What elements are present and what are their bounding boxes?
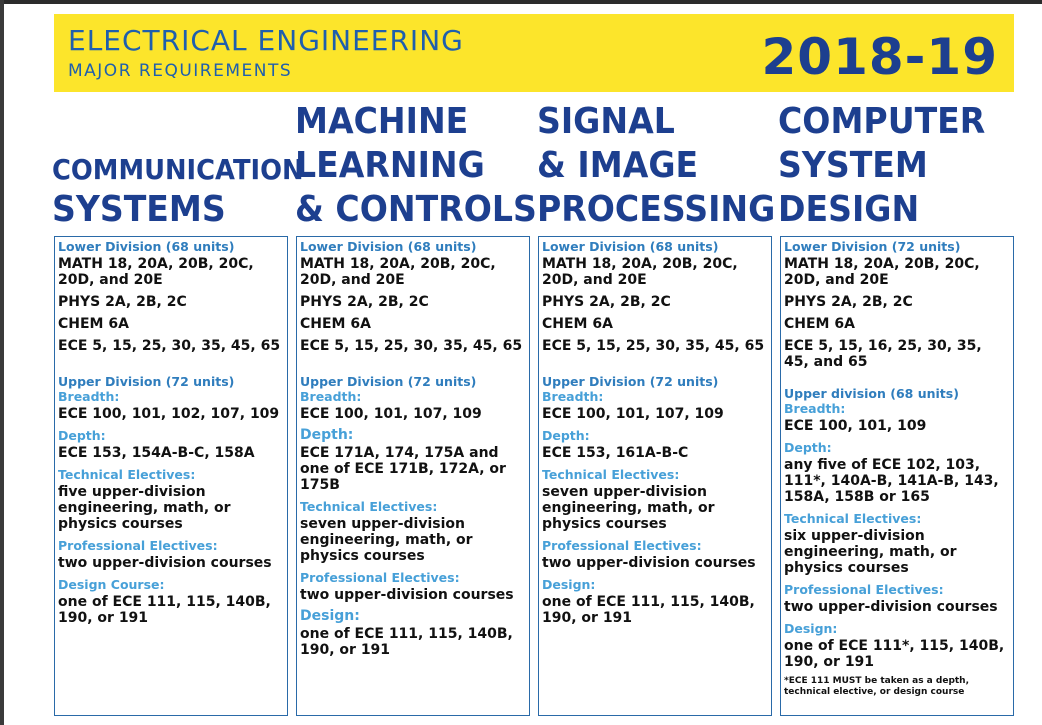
- section-label: Depth:: [542, 428, 590, 443]
- lower-item: PHYS 2A, 2B, 2C: [542, 294, 671, 310]
- lower-item: PHYS 2A, 2B, 2C: [784, 294, 913, 310]
- upper-division-heading: Upper Division (72 units): [542, 374, 719, 389]
- section-text: two upper-division courses: [542, 555, 756, 571]
- section-label: Breadth:: [542, 389, 604, 404]
- lower-item: CHEM 6A: [300, 316, 371, 332]
- top-border: [0, 0, 1042, 4]
- section-label: Professional Electives:: [300, 570, 460, 585]
- upper-division-heading: Upper Division (72 units): [58, 374, 235, 389]
- track-title-line: COMPUTER: [778, 101, 986, 142]
- lower-item: PHYS 2A, 2B, 2C: [300, 294, 429, 310]
- requirements-box-signal-image: Lower Division (68 units) MATH 18, 20A, …: [538, 236, 772, 716]
- upper-division-heading: Upper division (68 units): [784, 386, 959, 401]
- section-label: Professional Electives:: [58, 538, 218, 553]
- track-title-computer-system: COMPUTER SYSTEM DESIGN: [778, 100, 1038, 232]
- lower-item: ECE 5, 15, 16, 25, 30, 35, 45, and 65: [784, 338, 982, 370]
- lower-item: ECE 5, 15, 25, 30, 35, 45, 65: [300, 338, 523, 354]
- section-text: six upper-division engineering, math, or…: [784, 528, 957, 576]
- header-banner: ELECTRICAL ENGINEERING MAJOR REQUIREMENT…: [54, 14, 1014, 92]
- section-text: two upper-division courses: [58, 555, 272, 571]
- section-text: seven upper-division engineering, math, …: [300, 516, 473, 564]
- track-title-line: & CONTROLS: [295, 189, 537, 230]
- track-title-machine-learning: MACHINE LEARNING & CONTROLS: [295, 100, 555, 232]
- track-title-line: SIGNAL: [537, 101, 675, 142]
- section-label: Technical Electives:: [58, 467, 196, 482]
- requirements-box-machine-learning: Lower Division (68 units) MATH 18, 20A, …: [296, 236, 530, 716]
- track-title-line: LEARNING: [295, 145, 485, 186]
- section-label: Design:: [300, 608, 360, 624]
- section-text: one of ECE 111, 115, 140B, 190, or 191: [58, 594, 271, 626]
- academic-year: 2018-19: [761, 28, 998, 86]
- track-title-line: & IMAGE: [537, 145, 699, 186]
- section-text: two upper-division courses: [300, 587, 514, 603]
- section-text: seven upper-division engineering, math, …: [542, 484, 715, 532]
- track-title-signal-image: SIGNAL & IMAGE PROCESSING: [537, 100, 797, 232]
- section-text: ECE 100, 101, 107, 109: [542, 406, 724, 422]
- track-title-line: COMMUNICATION: [52, 153, 304, 186]
- section-text: two upper-division courses: [784, 599, 998, 615]
- requirements-box-communication: Lower Division (68 units) MATH 18, 20A, …: [54, 236, 288, 716]
- lower-item: MATH 18, 20A, 20B, 20C, 20D, and 20E: [784, 256, 980, 288]
- section-text: one of ECE 111, 115, 140B, 190, or 191: [300, 626, 513, 658]
- lower-item: CHEM 6A: [58, 316, 129, 332]
- section-label: Breadth:: [300, 389, 362, 404]
- section-label: Depth:: [58, 428, 106, 443]
- banner-title: ELECTRICAL ENGINEERING: [68, 24, 464, 57]
- section-label: Depth:: [300, 427, 354, 443]
- lower-division-heading: Lower Division (68 units): [300, 239, 477, 254]
- section-text: one of ECE 111, 115, 140B, 190, or 191: [542, 594, 755, 626]
- section-label: Depth:: [784, 440, 832, 455]
- left-border: [0, 0, 4, 725]
- lower-item: ECE 5, 15, 25, 30, 35, 45, 65: [542, 338, 765, 354]
- requirements-box-computer-system: Lower Division (72 units) MATH 18, 20A, …: [780, 236, 1014, 716]
- section-text: ECE 171A, 174, 175A and one of ECE 171B,…: [300, 445, 506, 493]
- lower-item: CHEM 6A: [542, 316, 613, 332]
- lower-division-heading: Lower Division (68 units): [542, 239, 719, 254]
- section-label: Technical Electives:: [784, 511, 922, 526]
- section-text: ECE 153, 154A-B-C, 158A: [58, 445, 255, 461]
- section-text: five upper-division engineering, math, o…: [58, 484, 231, 532]
- track-title-communication: COMMUNICATION SYSTEMS: [52, 100, 312, 232]
- section-label: Breadth:: [58, 389, 120, 404]
- section-text: ECE 100, 101, 109: [784, 418, 927, 434]
- section-label: Design Course:: [58, 577, 165, 592]
- upper-division-heading: Upper Division (72 units): [300, 374, 477, 389]
- section-label: Design:: [542, 577, 596, 592]
- lower-division-heading: Lower Division (72 units): [784, 239, 961, 254]
- track-title-line: PROCESSING: [537, 189, 776, 230]
- lower-item: CHEM 6A: [784, 316, 855, 332]
- section-label: Technical Electives:: [300, 499, 438, 514]
- track-title-line: MACHINE: [295, 101, 469, 142]
- lower-item: PHYS 2A, 2B, 2C: [58, 294, 187, 310]
- section-label: Professional Electives:: [542, 538, 702, 553]
- track-title-line: DESIGN: [778, 189, 920, 230]
- section-text: ECE 153, 161A-B-C: [542, 445, 689, 461]
- lower-item: MATH 18, 20A, 20B, 20C, 20D, and 20E: [300, 256, 496, 288]
- section-text: one of ECE 111*, 115, 140B, 190, or 191: [784, 638, 1005, 670]
- banner-subtitle: MAJOR REQUIREMENTS: [68, 61, 293, 81]
- footnote: *ECE 111 MUST be taken as a depth, techn…: [784, 676, 970, 697]
- section-label: Breadth:: [784, 401, 846, 416]
- lower-item: ECE 5, 15, 25, 30, 35, 45, 65: [58, 338, 281, 354]
- lower-item: MATH 18, 20A, 20B, 20C, 20D, and 20E: [58, 256, 254, 288]
- track-title-line: SYSTEMS: [52, 189, 226, 230]
- section-text: ECE 100, 101, 107, 109: [300, 406, 482, 422]
- section-label: Professional Electives:: [784, 582, 944, 597]
- section-text: any five of ECE 102, 103, 111*, 140A-B, …: [784, 457, 999, 505]
- section-label: Design:: [784, 621, 838, 636]
- section-text: ECE 100, 101, 102, 107, 109: [58, 406, 280, 422]
- lower-item: MATH 18, 20A, 20B, 20C, 20D, and 20E: [542, 256, 738, 288]
- section-label: Technical Electives:: [542, 467, 680, 482]
- track-title-line: SYSTEM: [778, 145, 928, 186]
- lower-division-heading: Lower Division (68 units): [58, 239, 235, 254]
